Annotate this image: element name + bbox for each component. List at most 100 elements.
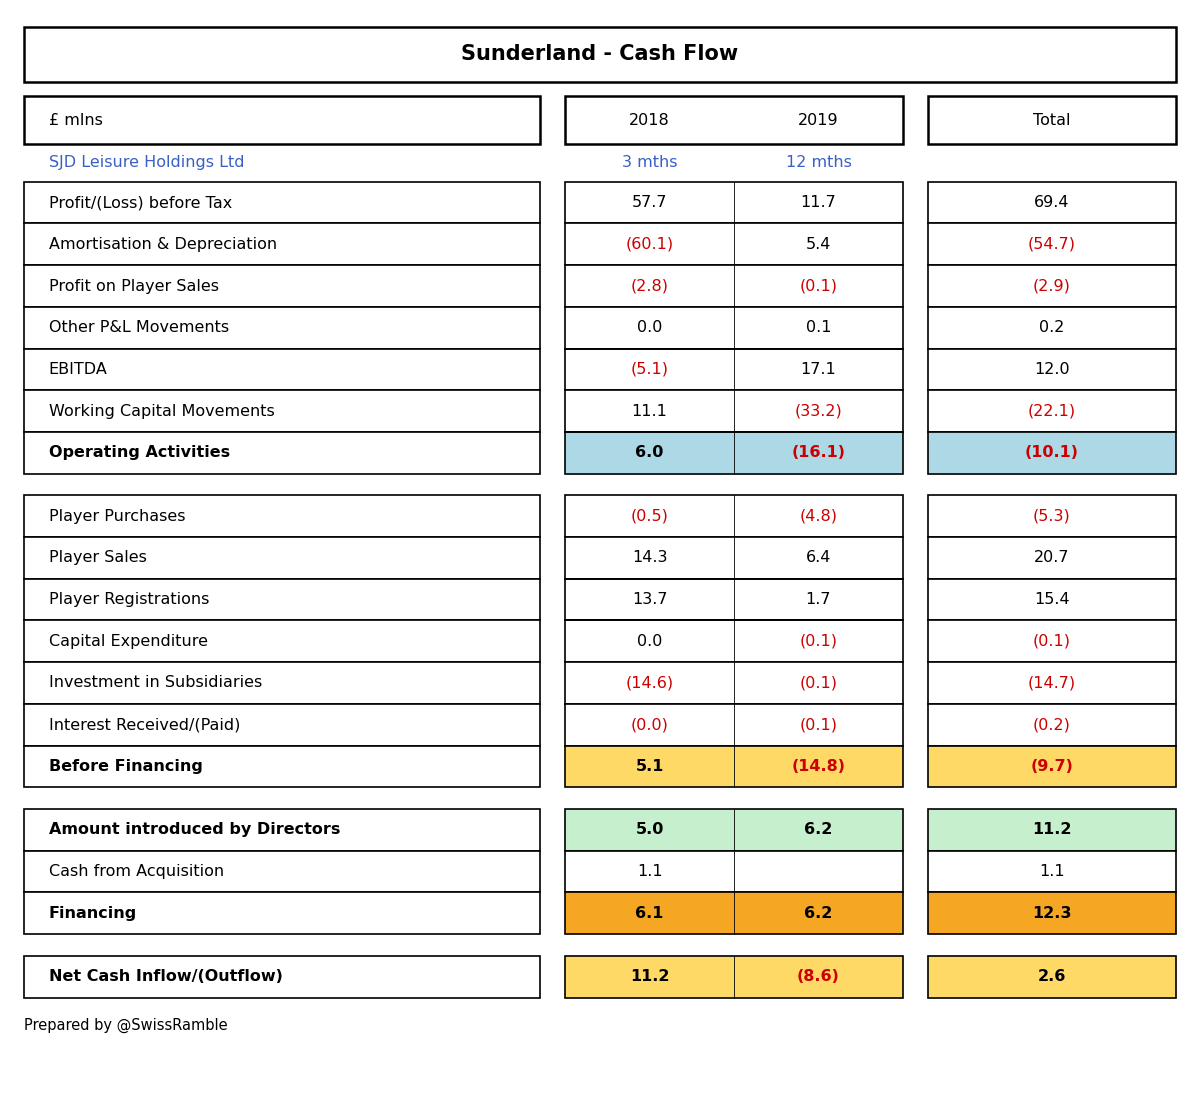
Text: 6.2: 6.2 [804, 906, 833, 921]
Bar [24, 662, 540, 704]
Bar [565, 662, 902, 704]
Bar [928, 224, 1176, 265]
Bar [24, 746, 540, 788]
Text: Amount introduced by Directors: Amount introduced by Directors [49, 823, 341, 837]
Bar [565, 956, 902, 997]
Text: £ mlns: £ mlns [49, 113, 103, 128]
Bar [24, 808, 540, 850]
Bar [928, 495, 1176, 537]
Bar [928, 96, 1176, 144]
Text: Interest Received/(Paid): Interest Received/(Paid) [49, 717, 240, 732]
Bar [928, 704, 1176, 746]
Bar [565, 307, 902, 349]
Text: (0.2): (0.2) [1033, 717, 1070, 732]
Text: EBITDA: EBITDA [49, 362, 108, 377]
Bar [928, 956, 1176, 997]
Bar [565, 808, 902, 850]
Text: 17.1: 17.1 [800, 362, 836, 377]
Text: Net Cash Inflow/(Outflow): Net Cash Inflow/(Outflow) [49, 970, 283, 984]
Bar [565, 349, 902, 390]
Bar [565, 96, 902, 144]
Bar [565, 432, 902, 473]
Bar [565, 850, 902, 892]
Bar [565, 390, 902, 432]
Text: (60.1): (60.1) [625, 237, 673, 251]
Bar [928, 579, 1176, 621]
Bar [928, 390, 1176, 432]
Text: 3 mths: 3 mths [622, 156, 678, 171]
Text: Investment in Subsidiaries: Investment in Subsidiaries [49, 675, 262, 690]
Text: 15.4: 15.4 [1034, 592, 1069, 607]
Bar [24, 704, 540, 746]
Text: 6.0: 6.0 [636, 446, 664, 460]
Text: Working Capital Movements: Working Capital Movements [49, 404, 275, 418]
Text: Profit/(Loss) before Tax: Profit/(Loss) before Tax [49, 195, 232, 211]
Text: (2.8): (2.8) [631, 279, 668, 293]
Text: 0.2: 0.2 [1039, 320, 1064, 335]
Bar [24, 182, 540, 224]
Bar [565, 182, 902, 224]
Bar [928, 746, 1176, 788]
Text: (10.1): (10.1) [1025, 446, 1079, 460]
Text: 14.3: 14.3 [632, 550, 667, 566]
Text: Player Sales: Player Sales [49, 550, 146, 566]
Text: Prepared by @SwissRamble: Prepared by @SwissRamble [24, 1018, 228, 1034]
Text: (14.8): (14.8) [792, 759, 846, 774]
Bar [24, 956, 540, 997]
Text: (0.1): (0.1) [799, 634, 838, 649]
Bar [928, 537, 1176, 579]
Text: 57.7: 57.7 [632, 195, 667, 211]
Text: Profit on Player Sales: Profit on Player Sales [49, 279, 218, 293]
Bar [24, 265, 540, 307]
Text: (0.1): (0.1) [799, 279, 838, 293]
Text: (22.1): (22.1) [1027, 404, 1076, 418]
Bar [24, 432, 540, 473]
Bar [928, 892, 1176, 934]
Text: Other P&L Movements: Other P&L Movements [49, 320, 229, 335]
Bar [928, 850, 1176, 892]
Text: Player Purchases: Player Purchases [49, 508, 185, 524]
Text: 0.1: 0.1 [805, 320, 832, 335]
Text: SJD Leisure Holdings Ltd: SJD Leisure Holdings Ltd [49, 156, 245, 171]
Text: Amortisation & Depreciation: Amortisation & Depreciation [49, 237, 277, 251]
Text: (8.6): (8.6) [797, 970, 840, 984]
Bar [565, 621, 902, 662]
Bar [928, 265, 1176, 307]
Text: (4.8): (4.8) [799, 508, 838, 524]
Text: 13.7: 13.7 [632, 592, 667, 607]
Text: 5.4: 5.4 [805, 237, 832, 251]
Text: Capital Expenditure: Capital Expenditure [49, 634, 208, 649]
Text: (33.2): (33.2) [794, 404, 842, 418]
Bar [24, 537, 540, 579]
Text: Total: Total [1033, 113, 1070, 128]
Bar [24, 495, 540, 537]
Text: (5.3): (5.3) [1033, 508, 1070, 524]
Bar [928, 182, 1176, 224]
Text: (2.9): (2.9) [1033, 279, 1070, 293]
Bar [928, 349, 1176, 390]
Bar [928, 808, 1176, 850]
Text: (0.1): (0.1) [1033, 634, 1070, 649]
Bar [565, 495, 902, 537]
Text: 2.6: 2.6 [1038, 970, 1066, 984]
Bar [565, 704, 902, 746]
Text: 1.1: 1.1 [637, 864, 662, 879]
Text: 6.2: 6.2 [804, 823, 833, 837]
Text: Sunderland - Cash Flow: Sunderland - Cash Flow [462, 44, 738, 64]
Bar [24, 579, 540, 621]
Text: Before Financing: Before Financing [49, 759, 203, 774]
Text: 5.0: 5.0 [636, 823, 664, 837]
Bar [565, 224, 902, 265]
Text: (0.1): (0.1) [799, 717, 838, 732]
Text: 12.0: 12.0 [1034, 362, 1069, 377]
Bar [24, 349, 540, 390]
Bar [24, 390, 540, 432]
Bar [24, 850, 540, 892]
Text: 6.4: 6.4 [805, 550, 832, 566]
Bar [24, 224, 540, 265]
Text: Financing: Financing [49, 906, 137, 921]
Text: 2019: 2019 [798, 113, 839, 128]
Text: (14.6): (14.6) [625, 675, 673, 690]
Bar [24, 96, 540, 144]
Text: (5.1): (5.1) [631, 362, 668, 377]
